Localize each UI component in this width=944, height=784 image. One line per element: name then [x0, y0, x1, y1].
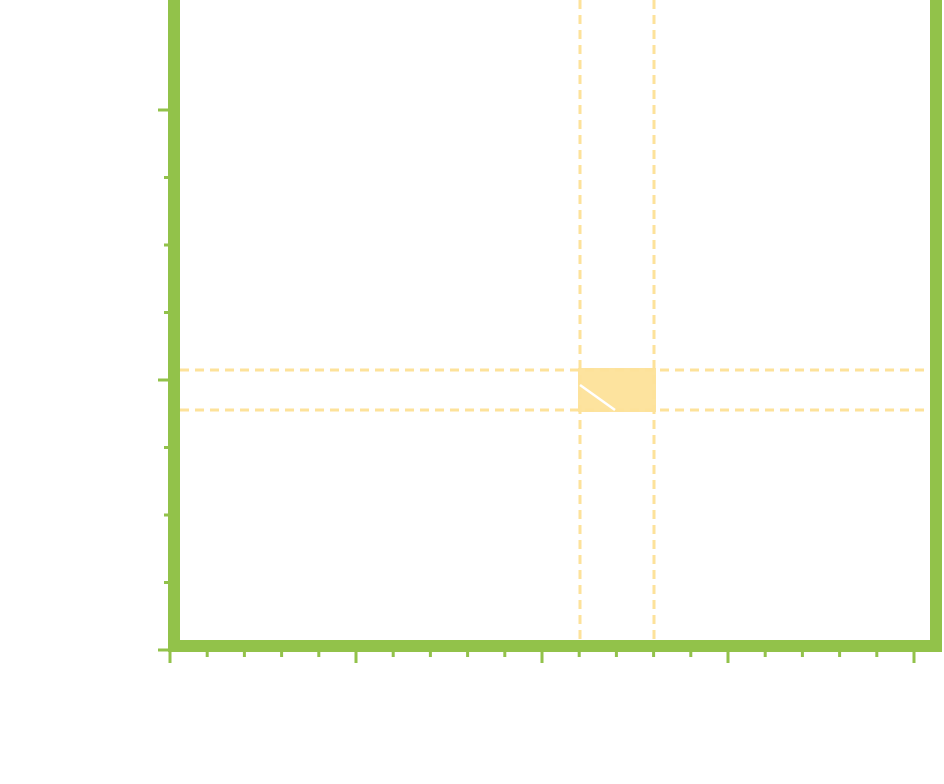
ticks	[158, 108, 916, 663]
frame-right	[930, 0, 942, 652]
selection-stroke	[579, 383, 616, 412]
frame-bottom	[168, 640, 942, 652]
selection-box	[578, 368, 656, 412]
frame-left	[168, 0, 180, 652]
